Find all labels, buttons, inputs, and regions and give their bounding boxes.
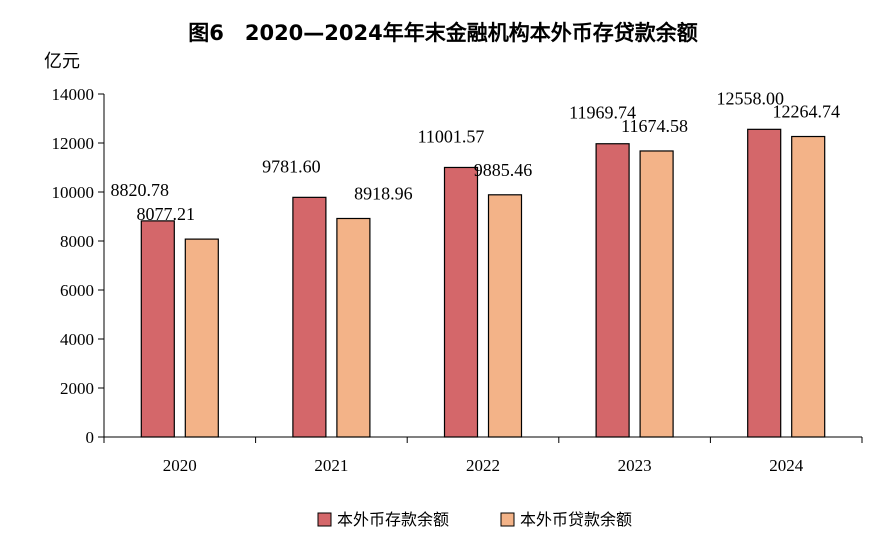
y-tick-label: 6000 [60,281,94,300]
chart-title: 图6 2020—2024年年末金融机构本外币存贷款余额 [188,21,698,45]
bar-series-2-2024 [791,135,826,438]
legend: 本外币存款余额 本外币贷款余额 [317,510,632,529]
bars [140,128,826,438]
bar-series-2-2022 [487,194,523,438]
x-tick-label: 2022 [466,456,500,475]
x-tick-label: 2021 [314,456,348,475]
legend-swatch-2 [500,512,515,527]
bar-series-2-2021 [336,217,371,438]
y-tick-label: 2000 [60,379,94,398]
y-tick-label: 8000 [60,232,94,251]
axes: 0 2000 4000 6000 8000 10000 12000 14000 2020 2021… [52,85,863,475]
bar-series-1-2022 [443,166,479,438]
y-axis-unit-label: 亿元 [44,51,80,72]
bar-series-1-2021 [292,196,327,438]
data-label-series-2-2024: 12264.74 [772,102,840,122]
y-tick-label: 0 [86,428,95,447]
y-tick-label: 4000 [60,330,94,349]
bar-series-2-2023 [639,150,674,438]
y-tick-label: 14000 [52,85,95,104]
x-tick-label: 2024 [769,456,804,475]
data-label-series-1-2021: 9781.60 [262,156,321,176]
legend-label-2: 本外币贷款余额 [520,510,632,529]
y-tick-label: 10000 [52,183,95,202]
bar-series-2-2020 [184,238,219,438]
y-tick-label: 12000 [52,134,95,153]
data-labels: 8820.78 9781.60 11001.57 11969.74 12558.00 80… [111,88,840,224]
bar-series-1-2023 [595,143,630,438]
data-label-series-1-2020: 8820.78 [111,180,170,200]
data-label-series-1-2022: 11001.57 [418,126,485,146]
x-tick-label: 2023 [618,456,652,475]
legend-label-1: 本外币存款余额 [337,510,449,529]
data-label-series-2-2020: 8077.21 [137,204,196,224]
bar-series-1-2020 [140,220,175,438]
data-label-series-2-2023: 11674.58 [621,116,688,136]
legend-swatch-1 [317,512,332,527]
data-label-series-1-2023: 11969.74 [569,103,636,123]
data-label-series-2-2022: 9885.46 [474,160,533,180]
x-tick-label: 2020 [163,456,197,475]
data-label-series-1-2024: 12558.00 [716,88,784,108]
bar-series-1-2024 [747,128,782,438]
data-label-series-2-2021: 8918.96 [354,183,413,203]
